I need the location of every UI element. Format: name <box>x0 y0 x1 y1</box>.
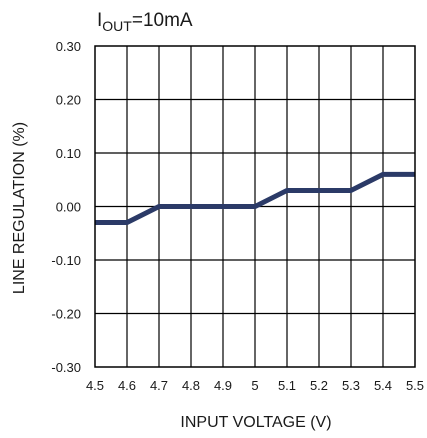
x-tick-label: 5 <box>251 378 258 393</box>
y-tick-label: 0.30 <box>56 39 81 54</box>
plot-frame <box>94 45 416 368</box>
series-layer <box>95 171 415 226</box>
x-tick-label: 5.4 <box>374 378 392 393</box>
x-tick-label: 5.2 <box>310 378 328 393</box>
x-tick-label: 5.3 <box>342 378 360 393</box>
chart-title: IOUT=10mA <box>97 10 193 34</box>
x-tick-label: 5.5 <box>406 378 424 393</box>
chart-title-subscript: OUT <box>102 18 132 34</box>
x-tick-label: 4.7 <box>150 378 168 393</box>
chart-title-rest: =10mA <box>132 10 193 31</box>
x-tick-label: 4.8 <box>182 378 200 393</box>
y-tick-label: 0.20 <box>56 93 81 108</box>
y-tick-label: -0.30 <box>51 360 81 375</box>
y-tick-label: -0.10 <box>51 253 81 268</box>
y-tick-labels: 0.30 0.20 0.10 0.00 -0.10 -0.20 -0.30 <box>51 39 81 375</box>
y-axis-label: LINE REGULATION (%) <box>11 122 28 294</box>
x-axis-label: INPUT VOLTAGE (V) <box>180 414 331 431</box>
x-tick-label: 4.6 <box>118 378 136 393</box>
y-tick-label: -0.20 <box>51 307 81 322</box>
x-tick-label: 4.9 <box>214 378 232 393</box>
y-tick-label: 0.10 <box>56 146 81 161</box>
series-line <box>95 171 415 226</box>
chart-title-main: I <box>97 10 102 31</box>
y-tick-label: 0.00 <box>56 200 81 215</box>
x-tick-label: 5.1 <box>278 378 296 393</box>
chart-grid <box>95 46 415 367</box>
x-tick-labels: 4.5 4.6 4.7 4.8 4.9 5 5.1 5.2 5.3 5.4 5.5 <box>86 378 424 393</box>
x-tick-label: 4.5 <box>86 378 104 393</box>
